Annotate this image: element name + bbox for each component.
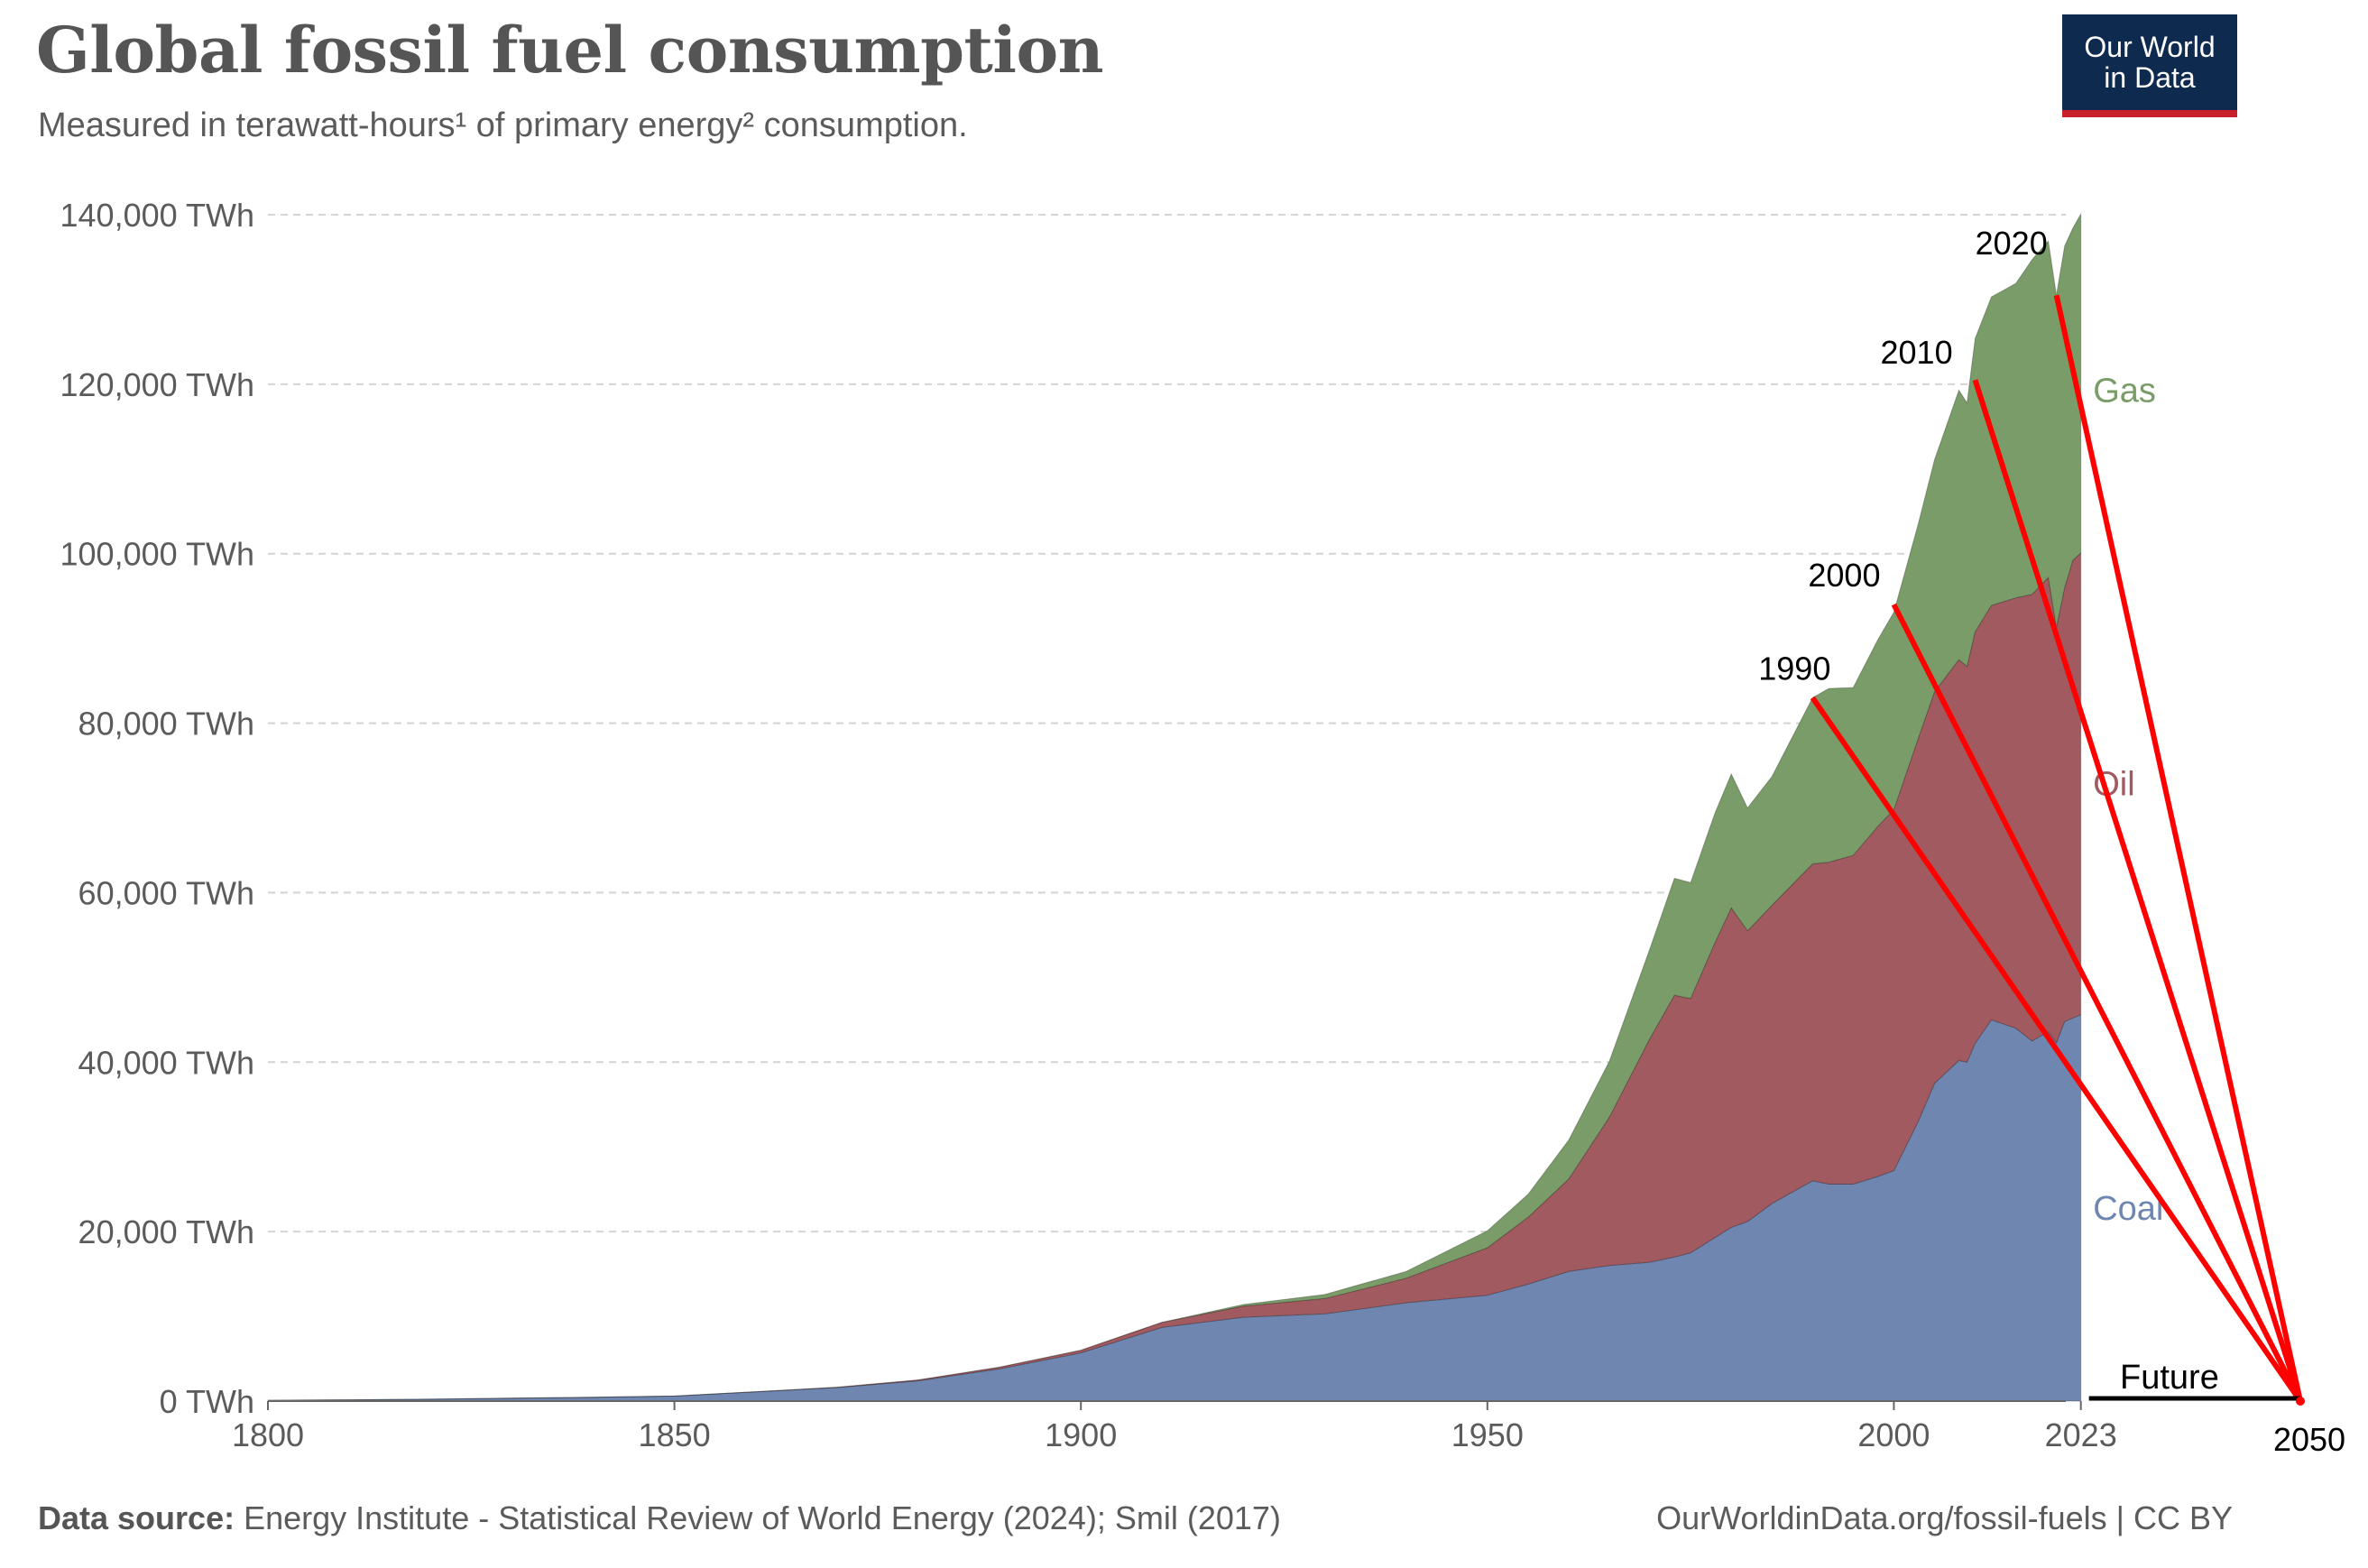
trend-line-2020 <box>2053 294 2303 1402</box>
y-tick-label: 100,000 TWh <box>60 536 254 573</box>
data-source-text: Energy Institute - Statistical Review of… <box>244 1499 1281 1536</box>
future-label: Future <box>2120 1359 2219 1397</box>
x-tick-label: 2023 <box>2045 1416 2117 1453</box>
gridlines <box>268 214 2066 1233</box>
x-tick-label: 1850 <box>639 1416 711 1453</box>
axes: 0 TWh 20,000 TWh 40,000 TWh 60,000 TWh 80,00… <box>60 197 2164 1453</box>
y-tick-label: 140,000 TWh <box>60 197 254 234</box>
year-label-2010: 2010 <box>1881 334 1953 371</box>
y-tick-label: 60,000 TWh <box>78 874 254 911</box>
source-url-link[interactable]: OurWorldinData.org/fossil-fuels | CC BY <box>1656 1499 2233 1536</box>
annotations: 1990 2000 2010 2020 Future 2050 <box>1758 225 2345 1458</box>
chart-title: Global fossil fuel consumption <box>36 13 1104 88</box>
logo-line-1: Our World <box>2084 31 2216 63</box>
series-label-coal: Coal <box>2093 1190 2163 1228</box>
year-label-1990: 1990 <box>1758 650 1830 687</box>
x-tick-label: 1800 <box>232 1416 304 1453</box>
x-tick-label: 2000 <box>1857 1416 1930 1453</box>
logo-line-2: in Data <box>2104 61 2196 94</box>
x-tick-label-2050: 2050 <box>2273 1421 2345 1458</box>
chart-subtitle: Measured in terawatt-hours¹ of primary e… <box>38 106 968 144</box>
y-tick-label: 0 TWh <box>160 1383 254 1420</box>
trend-line-1990 <box>1810 696 2303 1403</box>
year-label-2000: 2000 <box>1808 557 1880 594</box>
owid-logo[interactable]: Our World in Data <box>2062 14 2237 117</box>
data-source-label: Data source: <box>38 1499 235 1536</box>
y-tick-label: 80,000 TWh <box>78 706 254 742</box>
area-gas <box>267 212 2082 1401</box>
x-tick-label: 1950 <box>1451 1416 1524 1453</box>
y-tick-label: 40,000 TWh <box>78 1044 254 1081</box>
data-source: Data source: Energy Institute - Statisti… <box>38 1499 1281 1537</box>
series-label-gas: Gas <box>2093 372 2156 410</box>
year-label-2020: 2020 <box>1976 225 2048 262</box>
trend-line-2000 <box>1891 603 2303 1403</box>
x-tick-label: 1900 <box>1045 1416 1117 1453</box>
y-tick-label: 120,000 TWh <box>60 366 254 403</box>
y-tick-label: 20,000 TWh <box>78 1213 254 1250</box>
stacked-areas <box>267 212 2082 1402</box>
target-point <box>2296 1397 2305 1406</box>
trend-line-2010 <box>1972 379 2303 1402</box>
